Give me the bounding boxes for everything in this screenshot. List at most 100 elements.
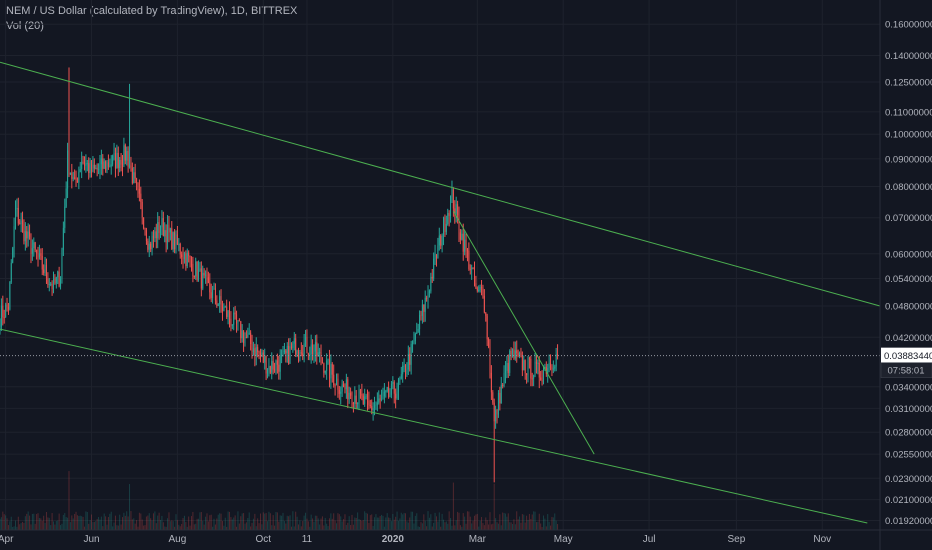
volume-bar [55, 520, 57, 530]
candle-body [307, 353, 309, 355]
volume-bar [182, 518, 184, 530]
candle-body [137, 183, 139, 189]
candle-body [220, 296, 222, 305]
volume-bar [131, 519, 133, 530]
candle-body [389, 394, 391, 398]
volume-bar [338, 514, 340, 530]
candle-body [251, 344, 253, 353]
candle-body [476, 288, 478, 291]
volume-bar [524, 522, 526, 530]
volume-bar [229, 511, 231, 530]
candle-body [506, 362, 508, 371]
volume-bar [148, 513, 150, 530]
candle-body [193, 276, 195, 278]
volume-bar [93, 521, 95, 530]
trendlines[interactable] [0, 61, 881, 524]
candle-body [354, 395, 356, 404]
volume-bar [237, 511, 239, 530]
volume-bar [364, 511, 366, 530]
candle-body [129, 165, 131, 167]
candle-body [183, 253, 185, 260]
candle-body [348, 392, 350, 400]
volume-bar [60, 525, 62, 530]
volume-bar [36, 514, 38, 530]
volume-bar [355, 517, 357, 530]
volume-bar [209, 515, 211, 530]
candle-body [540, 377, 542, 380]
candle-body [434, 254, 436, 259]
candle-body [99, 164, 101, 169]
candle-body [299, 352, 301, 354]
time-tick-label: Oct [256, 534, 272, 545]
candle-body [447, 213, 449, 224]
volume-bar [255, 526, 257, 530]
volume-bar [57, 520, 59, 530]
volume-bar [514, 524, 516, 530]
volume-bar [319, 524, 321, 530]
volume-bar [95, 521, 97, 530]
volume-bar [23, 522, 25, 530]
volume-bar [188, 516, 190, 530]
candle-body [426, 297, 428, 299]
volume-bar [250, 526, 252, 530]
candle-body [53, 278, 55, 290]
candle-body [336, 378, 338, 386]
candle-body [320, 352, 322, 362]
volume-bar [455, 520, 457, 530]
price-tick-label: 0.16000000 [885, 20, 932, 31]
volume-bar [117, 525, 119, 530]
candle-body [144, 228, 146, 231]
candle-body [357, 402, 359, 404]
volume-bar [437, 521, 439, 530]
volume-bar [103, 513, 105, 530]
volume-bar [181, 524, 183, 530]
candle-body [492, 392, 494, 403]
volume-bar [526, 515, 528, 530]
volume-bar [504, 513, 506, 530]
volume-bar [420, 522, 422, 530]
candle-body [47, 278, 49, 285]
volume-bar [424, 520, 426, 530]
volume-bar [357, 512, 359, 530]
candle-body [230, 318, 232, 326]
volume-bar [40, 518, 42, 530]
candle-body [269, 366, 271, 373]
price-tick-label: 0.10000000 [885, 130, 932, 141]
candle-body [521, 355, 523, 371]
volume-bar [203, 524, 205, 530]
candle-body [504, 370, 506, 374]
volume-bar [523, 514, 525, 530]
volume-bar [65, 517, 67, 530]
volume-bar [238, 523, 240, 530]
volume-bar [81, 516, 83, 530]
candle-body [286, 345, 288, 354]
candle-body [55, 277, 57, 284]
price-axis[interactable]: 0.16000000 0.14000000 0.12500000 0.11000000… [879, 0, 932, 550]
candle-body [138, 188, 140, 194]
candle-body [420, 314, 422, 317]
volume-bar [76, 515, 78, 530]
price-tick-label: 0.01920000 [885, 516, 932, 527]
candle-body [13, 226, 15, 249]
volume-bar [479, 520, 481, 530]
time-axis[interactable]: Apr Jun Aug Oct 11 2020 Mar May Jul Sep Nov [0, 529, 932, 545]
candle-body [355, 395, 357, 404]
volume-bar [396, 511, 398, 530]
candle-body [217, 304, 219, 306]
volume-bar [175, 514, 177, 530]
volume-bar [224, 517, 226, 530]
volume-bar [45, 511, 47, 530]
volume-bar [214, 524, 216, 530]
volume-indicator-label[interactable]: Vol (20) [6, 20, 44, 32]
volume-bar [124, 515, 126, 530]
volume-bar [288, 516, 290, 530]
candle-body [161, 218, 163, 228]
candle-body [69, 172, 71, 174]
candle-body [533, 375, 535, 379]
volume-bar [16, 526, 18, 530]
volume-bar [236, 526, 238, 530]
volume-bar [531, 514, 533, 530]
volume-bar [507, 513, 509, 530]
trendline-channel-lower [0, 328, 868, 524]
